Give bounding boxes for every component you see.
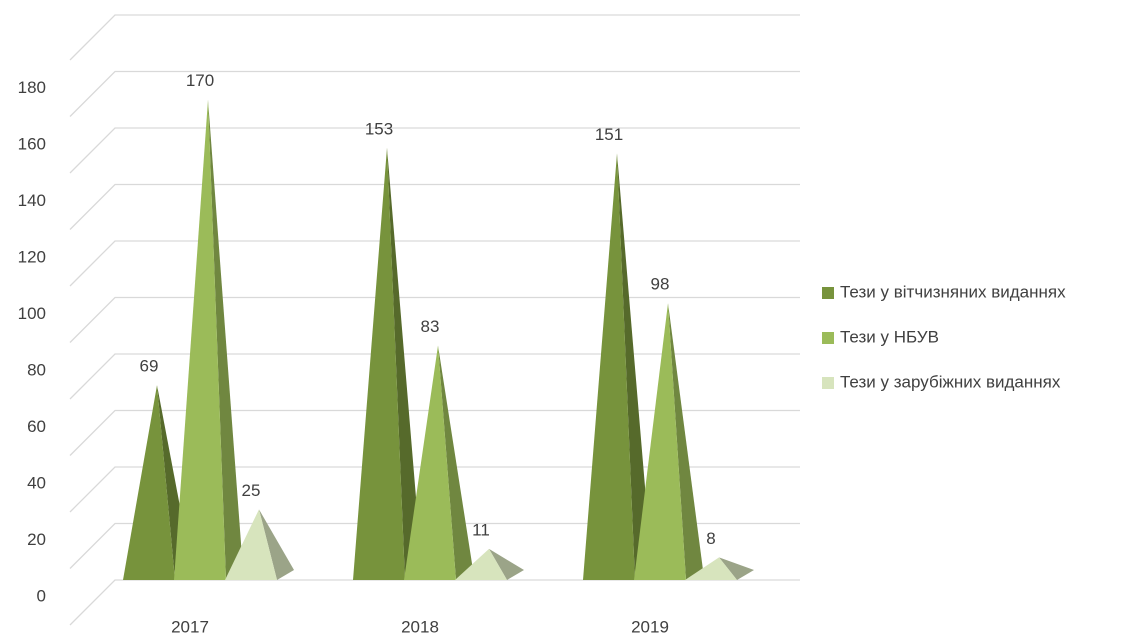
grid-line [69, 296, 800, 343]
value-label: 153 [365, 119, 393, 138]
y-tick-label: 180 [18, 78, 46, 97]
pyramid [174, 99, 243, 580]
pyramid [685, 557, 754, 580]
value-label: 98 [651, 275, 670, 294]
pyramid [583, 153, 652, 581]
value-label: 151 [595, 125, 623, 144]
pyramid-front [404, 345, 456, 580]
pyramid-side [387, 147, 422, 580]
pyramid-side [259, 509, 294, 580]
value-label: 25 [242, 481, 261, 500]
pyramid-front [123, 385, 175, 580]
legend-label: Тези у НБУВ [840, 327, 939, 346]
y-tick-label: 60 [27, 417, 46, 436]
pyramid [455, 548, 524, 580]
grid-line [69, 240, 800, 287]
legend-swatch [822, 287, 834, 299]
value-label: 69 [140, 357, 159, 376]
y-tick-label: 20 [27, 530, 46, 549]
value-label: 8 [706, 529, 715, 548]
grid-line [69, 579, 800, 626]
legend-label: Тези у вітчизняних виданнях [840, 282, 1066, 301]
pyramid-front [685, 557, 737, 580]
pyramid-front [225, 509, 277, 580]
grid-line [69, 409, 800, 456]
x-tick-label: 2018 [401, 617, 439, 636]
y-tick-label: 120 [18, 247, 46, 266]
pyramid-side [489, 548, 524, 580]
pyramid-front [455, 548, 507, 580]
y-tick-label: 160 [18, 134, 46, 153]
pyramid-side [617, 153, 652, 581]
pyramid-front [174, 99, 226, 580]
x-tick-label: 2019 [631, 617, 669, 636]
pyramid-front [353, 147, 405, 580]
legend-swatch [822, 332, 834, 344]
legend-swatch [822, 377, 834, 389]
y-tick-label: 140 [18, 191, 46, 210]
value-label: 170 [186, 71, 214, 90]
value-label: 83 [421, 317, 440, 336]
grid-line [69, 183, 800, 230]
y-tick-label: 100 [18, 304, 46, 323]
pyramid [404, 345, 473, 580]
x-tick-label: 2017 [171, 617, 209, 636]
legend-label: Тези у зарубіжних виданнях [840, 372, 1061, 391]
pyramid-side [668, 303, 703, 580]
pyramid [353, 147, 422, 580]
grid-line [69, 353, 800, 400]
grid-line [69, 127, 800, 174]
y-tick-label: 80 [27, 360, 46, 379]
grid-line [69, 466, 800, 513]
pyramid [634, 303, 703, 580]
grid-frame [69, 14, 800, 61]
y-tick-label: 0 [37, 586, 46, 605]
pyramid-side [719, 557, 754, 580]
value-label: 11 [472, 520, 490, 539]
pyramid [225, 509, 294, 580]
pyramid-front [583, 153, 635, 581]
grid-line [69, 522, 800, 569]
pyramid-side [438, 345, 473, 580]
y-tick-label: 40 [27, 473, 46, 492]
pyramid-side [208, 99, 243, 580]
pyramid-front [634, 303, 686, 580]
grid-line [69, 70, 800, 117]
